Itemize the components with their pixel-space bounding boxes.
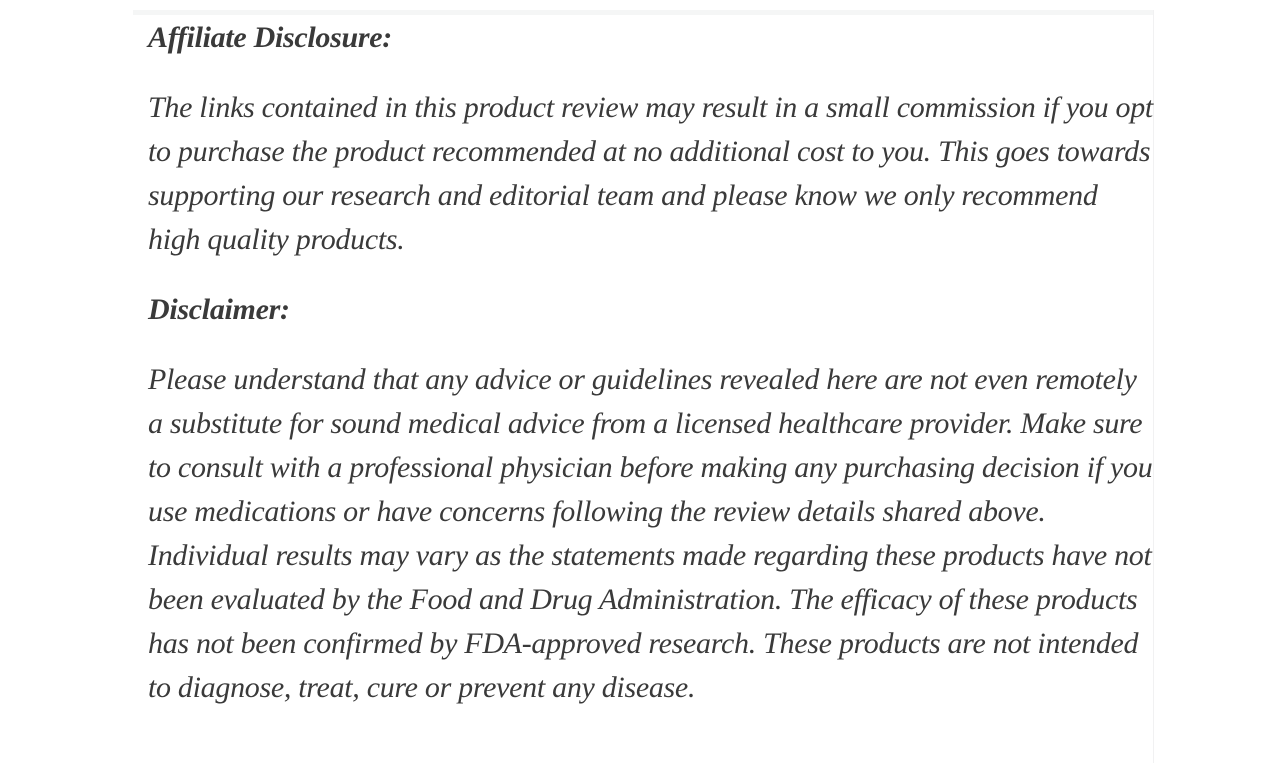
affiliate-disclosure-heading: Affiliate Disclosure:: [148, 21, 392, 54]
content-column-divider: [1153, 10, 1154, 763]
cropped-element-bottom-edge: [133, 10, 1153, 15]
disclaimer-paragraph: Please understand that any advice or gui…: [148, 363, 1153, 704]
disclaimer-heading: Disclaimer:: [148, 293, 290, 326]
affiliate-disclosure-paragraph: The links contained in this product revi…: [148, 91, 1153, 256]
article-content: Affiliate Disclosure: The links containe…: [148, 0, 1153, 736]
